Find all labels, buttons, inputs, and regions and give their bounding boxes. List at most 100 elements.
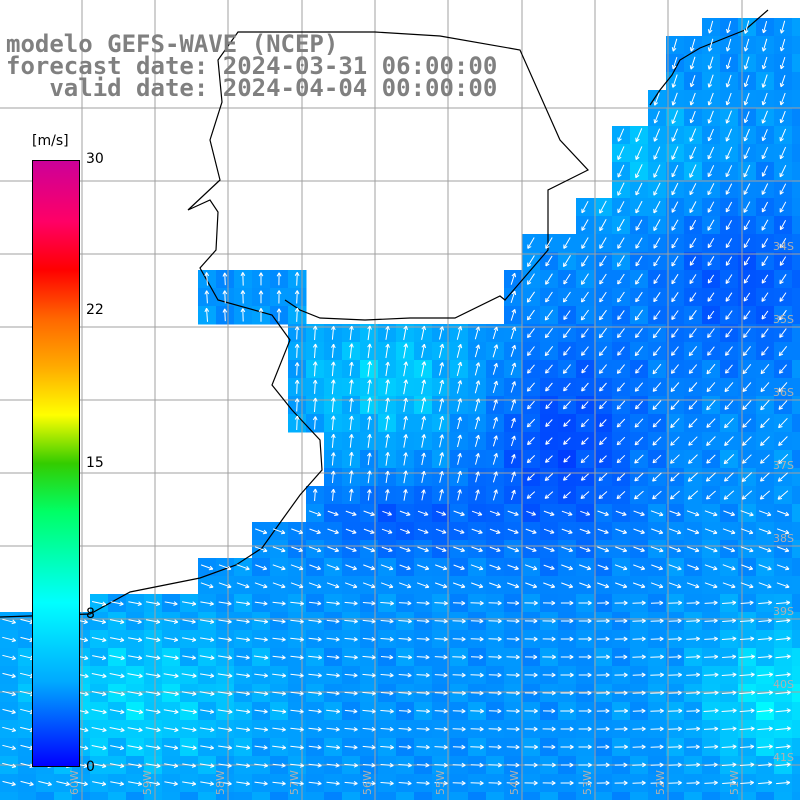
speed-cell bbox=[792, 432, 800, 451]
speed-cell bbox=[756, 792, 775, 800]
speed-cell bbox=[792, 126, 800, 145]
longitude-label: 56W bbox=[361, 770, 374, 795]
speed-cell bbox=[612, 792, 631, 800]
speed-cell bbox=[342, 792, 361, 800]
wind-arrow bbox=[779, 38, 786, 52]
speed-cell bbox=[792, 324, 800, 343]
wind-arrow bbox=[653, 128, 661, 142]
speed-cell bbox=[792, 630, 800, 649]
speed-cell bbox=[360, 792, 379, 800]
wind-arrow bbox=[725, 92, 732, 106]
wind-arrow bbox=[635, 146, 643, 160]
latitude-label: 39S bbox=[773, 605, 794, 618]
wind-arrow bbox=[689, 110, 696, 124]
wind-arrow bbox=[743, 92, 750, 106]
wind-arrow bbox=[635, 164, 643, 179]
wind-arrow bbox=[779, 56, 786, 70]
wind-arrow bbox=[779, 75, 786, 88]
coastline-path bbox=[0, 31, 589, 618]
speed-cell bbox=[540, 792, 559, 800]
colorbar-tick-30: 30 bbox=[86, 151, 104, 167]
wind-arrow bbox=[743, 128, 750, 142]
speed-cell bbox=[594, 792, 613, 800]
valid-date: valid date: 2024-04-04 00:00:00 bbox=[6, 74, 498, 102]
wind-arrow bbox=[743, 111, 750, 124]
speed-cell bbox=[162, 792, 181, 800]
speed-cell bbox=[792, 450, 800, 469]
longitude-label: 52W bbox=[654, 770, 667, 795]
speed-cell bbox=[792, 252, 800, 271]
speed-cell bbox=[666, 792, 685, 800]
wind-arrow bbox=[689, 92, 696, 106]
speed-cell bbox=[576, 792, 595, 800]
speed-cell bbox=[792, 774, 800, 793]
speed-cell bbox=[792, 18, 800, 37]
speed-cell bbox=[558, 792, 577, 800]
speed-cell bbox=[792, 396, 800, 415]
speed-cell bbox=[486, 792, 505, 800]
wind-arrow bbox=[671, 164, 679, 178]
speed-cell bbox=[792, 288, 800, 307]
speed-cell bbox=[792, 72, 800, 91]
speed-cell bbox=[90, 792, 109, 800]
coastline bbox=[0, 9, 769, 618]
speed-cell bbox=[738, 792, 757, 800]
longitude-label: 53W bbox=[581, 770, 594, 795]
speed-cell bbox=[144, 792, 163, 800]
wind-arrow bbox=[726, 20, 732, 34]
speed-cell bbox=[54, 792, 73, 800]
speed-cell bbox=[324, 792, 343, 800]
wind-arrow bbox=[725, 57, 732, 70]
longitude-label: 51W bbox=[728, 770, 741, 795]
wind-arrow bbox=[761, 92, 768, 106]
speed-cell bbox=[792, 558, 800, 577]
speed-cell bbox=[792, 576, 800, 595]
colorbar-tick-8: 8 bbox=[86, 606, 95, 622]
wind-speed-field bbox=[0, 18, 800, 800]
speed-cell bbox=[792, 36, 800, 55]
wind-arrow bbox=[707, 110, 714, 124]
speed-cell bbox=[378, 792, 397, 800]
wind-arrow bbox=[743, 56, 750, 70]
speed-cell bbox=[18, 792, 37, 800]
wind-arrow bbox=[689, 38, 696, 52]
speed-cell bbox=[432, 792, 451, 800]
latitude-label: 35S bbox=[773, 313, 794, 326]
speed-cell bbox=[396, 792, 415, 800]
wind-arrow bbox=[779, 128, 787, 142]
speed-cell bbox=[0, 792, 19, 800]
speed-cell bbox=[414, 792, 433, 800]
speed-cell bbox=[792, 216, 800, 235]
speed-cell bbox=[270, 792, 289, 800]
speed-cell bbox=[792, 108, 800, 127]
wind-arrow bbox=[779, 20, 786, 34]
speed-cell bbox=[720, 792, 739, 800]
speed-cell bbox=[216, 792, 235, 800]
wind-arrow bbox=[761, 129, 768, 142]
speed-cell bbox=[36, 792, 55, 800]
speed-cell bbox=[702, 792, 721, 800]
speed-cell bbox=[288, 792, 307, 800]
latitude-label: 38S bbox=[773, 532, 794, 545]
wind-arrow bbox=[725, 110, 732, 124]
speed-cell bbox=[792, 468, 800, 487]
wind-arrow bbox=[617, 146, 625, 161]
longitude-label: 54W bbox=[508, 770, 521, 795]
speed-cell bbox=[792, 198, 800, 217]
speed-cell bbox=[306, 792, 325, 800]
wind-arrow bbox=[743, 164, 751, 178]
wind-arrow bbox=[779, 110, 786, 124]
speed-cell bbox=[774, 792, 793, 800]
wind-arrow bbox=[779, 146, 787, 160]
wind-arrow bbox=[653, 110, 660, 124]
speed-cell bbox=[630, 792, 649, 800]
wind-arrow bbox=[707, 165, 715, 178]
speed-cell bbox=[792, 648, 800, 667]
wind-arrow bbox=[707, 74, 714, 88]
speed-cell bbox=[792, 270, 800, 289]
latitude-label: 37S bbox=[773, 459, 794, 472]
longitude-label: 60W bbox=[68, 770, 81, 795]
wind-arrow bbox=[743, 20, 750, 34]
wind-arrow bbox=[689, 164, 697, 178]
